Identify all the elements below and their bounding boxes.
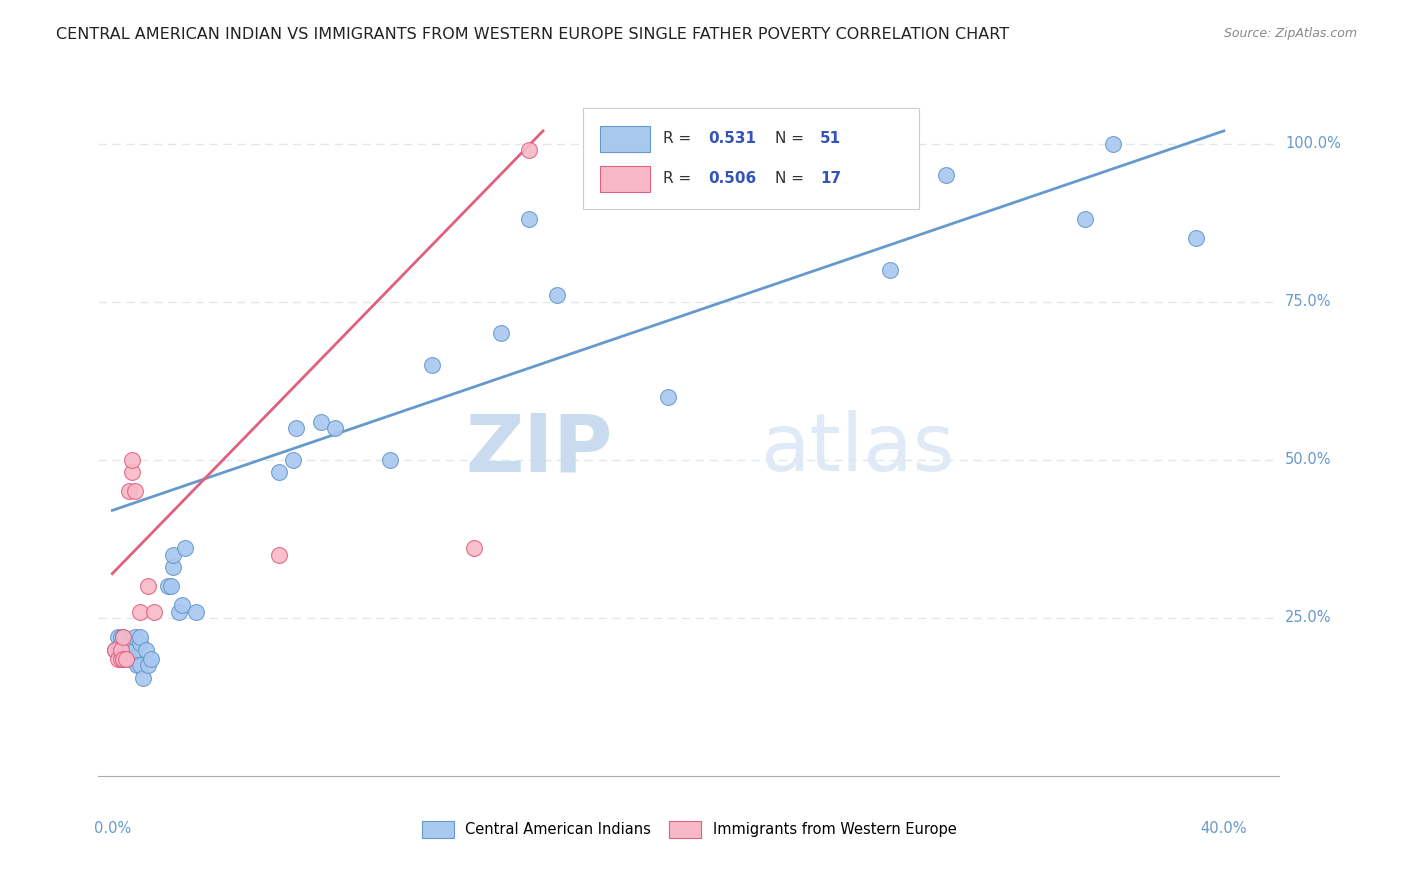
Point <box>129 636 152 650</box>
Text: CENTRAL AMERICAN INDIAN VS IMMIGRANTS FROM WESTERN EUROPE SINGLE FATHER POVERTY : CENTRAL AMERICAN INDIAN VS IMMIGRANTS FR… <box>56 27 1010 42</box>
Point <box>110 636 132 650</box>
Point <box>115 652 138 666</box>
Point <box>118 636 141 650</box>
Text: ZIP: ZIP <box>465 410 612 488</box>
Point <box>138 579 160 593</box>
Point <box>167 605 190 619</box>
Point <box>1185 231 1208 245</box>
Point <box>657 390 679 404</box>
Point <box>112 642 135 657</box>
Text: atlas: atlas <box>759 410 955 488</box>
Point <box>141 652 163 666</box>
Point <box>162 548 184 562</box>
Text: 100.0%: 100.0% <box>1285 136 1341 151</box>
Point <box>162 560 184 574</box>
FancyBboxPatch shape <box>600 166 650 193</box>
Point <box>170 599 193 613</box>
Point <box>121 452 143 467</box>
Point <box>156 579 179 593</box>
Point <box>546 288 568 302</box>
Point <box>124 642 146 657</box>
Text: 17: 17 <box>820 171 841 186</box>
Point <box>104 642 127 657</box>
Point <box>267 548 290 562</box>
Point <box>135 642 157 657</box>
Point <box>115 648 138 663</box>
Text: 25.0%: 25.0% <box>1285 610 1331 625</box>
Point <box>121 466 143 480</box>
FancyBboxPatch shape <box>582 108 920 209</box>
Point <box>281 452 304 467</box>
Point <box>115 642 138 657</box>
Point <box>127 658 149 673</box>
Point <box>115 652 138 666</box>
Point <box>309 415 332 429</box>
Point <box>110 642 132 657</box>
Point <box>323 421 346 435</box>
Point <box>935 168 957 182</box>
Point <box>110 642 132 657</box>
Point <box>267 466 290 480</box>
Point <box>129 630 152 644</box>
Point <box>1101 136 1123 151</box>
Point <box>138 658 160 673</box>
FancyBboxPatch shape <box>600 126 650 152</box>
Point <box>463 541 485 556</box>
Point <box>118 484 141 499</box>
Point <box>112 630 135 644</box>
Point <box>124 484 146 499</box>
Point <box>420 358 443 372</box>
Point <box>129 605 152 619</box>
Point <box>491 326 513 341</box>
Point <box>879 263 901 277</box>
Point <box>124 630 146 644</box>
Point <box>129 658 152 673</box>
Text: R =: R = <box>664 130 696 145</box>
Point <box>112 652 135 666</box>
Text: 40.0%: 40.0% <box>1201 822 1247 837</box>
Point <box>118 648 141 663</box>
Point <box>110 652 132 666</box>
Point <box>121 652 143 666</box>
Text: 0.506: 0.506 <box>707 171 756 186</box>
Point <box>107 630 129 644</box>
Point <box>107 642 129 657</box>
Point <box>110 630 132 644</box>
Point <box>112 630 135 644</box>
Point <box>132 671 155 685</box>
Point <box>104 642 127 657</box>
Point <box>112 652 135 666</box>
Point <box>143 605 166 619</box>
Point <box>1074 212 1097 227</box>
Text: 0.0%: 0.0% <box>94 822 131 837</box>
Point <box>517 143 540 157</box>
Point <box>107 652 129 666</box>
Text: 50.0%: 50.0% <box>1285 452 1331 467</box>
Text: 0.531: 0.531 <box>707 130 756 145</box>
Point <box>159 579 181 593</box>
Text: 51: 51 <box>820 130 841 145</box>
Text: R =: R = <box>664 171 696 186</box>
Text: 75.0%: 75.0% <box>1285 294 1331 310</box>
Point <box>517 212 540 227</box>
Point <box>173 541 195 556</box>
Point <box>184 605 207 619</box>
Text: N =: N = <box>775 171 808 186</box>
Point <box>118 652 141 666</box>
Text: N =: N = <box>775 130 808 145</box>
Point <box>284 421 307 435</box>
Point <box>380 452 402 467</box>
Point <box>124 652 146 666</box>
Text: Source: ZipAtlas.com: Source: ZipAtlas.com <box>1223 27 1357 40</box>
Legend: Central American Indians, Immigrants from Western Europe: Central American Indians, Immigrants fro… <box>415 814 963 846</box>
